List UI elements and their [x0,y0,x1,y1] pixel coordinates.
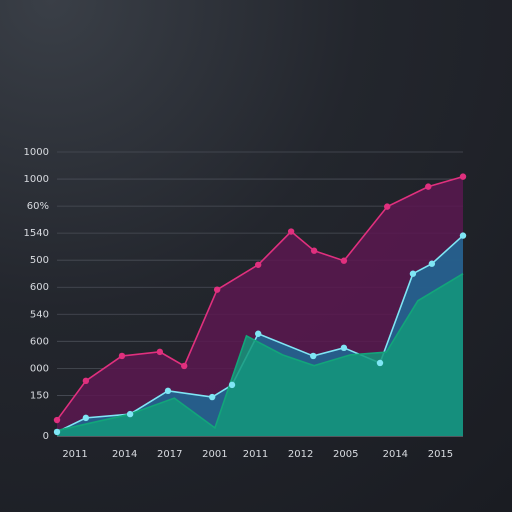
x-tick-label: 2017 [157,449,182,460]
point [156,348,164,356]
point [181,362,188,370]
point [428,260,436,267]
point [53,428,61,436]
point [53,416,61,424]
x-tick-label: 2012 [288,449,313,460]
y-tick-label: 600 [30,282,49,293]
y-tick-label: 600 [30,336,49,347]
y-tick-label: 1000 [24,147,49,158]
point [208,393,216,401]
y-tick-label: 60% [27,201,49,212]
x-tick-label: 2001 [202,449,227,460]
y-tick-label: 000 [30,363,49,374]
y-tick-label: 500 [30,255,49,266]
point [409,270,417,277]
x-tick-label: 2014 [383,449,408,460]
point [459,173,467,180]
x-tick-label: 2015 [428,449,453,460]
point [287,228,295,235]
point [82,414,90,422]
x-tick-label: 2011 [243,449,268,460]
point [126,410,134,418]
point [310,247,318,254]
point [82,377,90,385]
point [213,286,221,293]
line [56,273,464,432]
point [310,352,317,360]
y-tick-label: 150 [30,390,49,401]
x-tick-label: 2011 [62,449,87,460]
point [164,387,172,395]
point [459,232,467,239]
point [384,203,391,210]
point [118,352,126,360]
y-tick-label: 540 [30,309,49,320]
point [228,381,236,389]
point [340,344,348,352]
y-tick-label: 1000 [24,174,49,185]
point [340,257,348,264]
area [57,273,463,436]
x-tick-label: 2014 [112,449,137,460]
point [425,183,432,190]
point [254,330,262,337]
point [376,359,384,367]
y-tick-label: 1540 [24,228,49,239]
point [254,261,262,268]
y-tick-label: 0 [43,431,49,442]
x-tick-label: 2005 [333,449,358,460]
